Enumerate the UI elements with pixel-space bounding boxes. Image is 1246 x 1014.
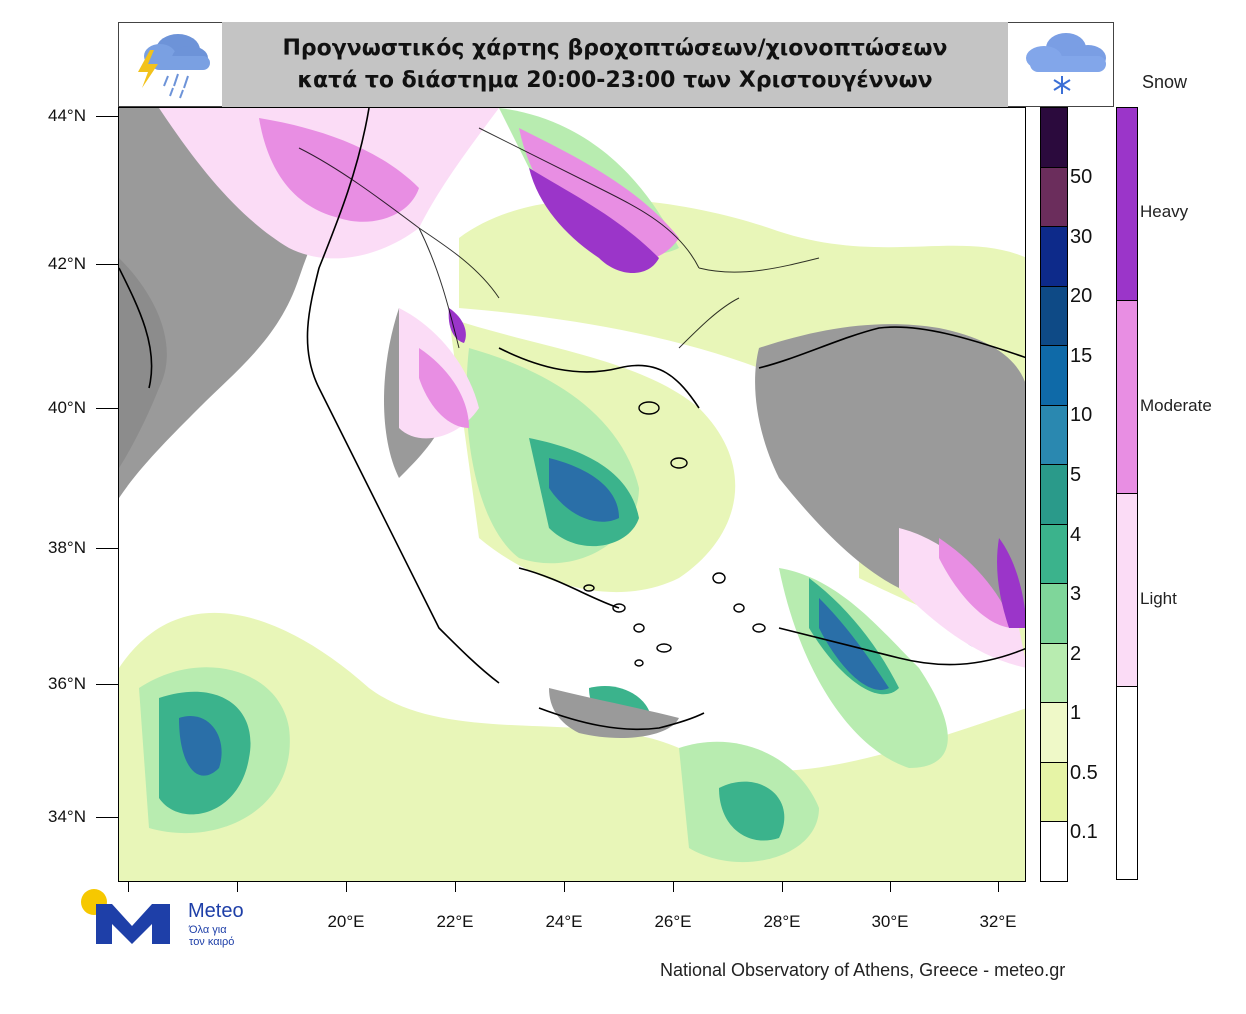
rain-legend-swatch	[1041, 584, 1067, 644]
rain-level-label: 30	[1070, 226, 1093, 248]
map-title: Προγνωστικός χάρτης βροχοπτώσεων/χιονοπτ…	[222, 22, 1008, 107]
rain-level-label: 4	[1070, 524, 1082, 546]
map-frame	[118, 107, 1026, 882]
rain-legend-swatch	[1041, 762, 1067, 823]
logo-tagline-2: τον καιρό	[189, 936, 235, 948]
snow-legend-swatch	[1117, 687, 1137, 879]
lat-tick	[96, 264, 118, 265]
lat-tick	[96, 548, 118, 549]
lat-tick	[96, 116, 118, 117]
lat-label-44: 44°N	[48, 106, 86, 125]
lon-label-30: 30°E	[871, 912, 909, 931]
title-line-2: κατά το διάστημα 20:00-23:00 των Χριστου…	[297, 67, 933, 93]
lat-label-42: 42°N	[48, 254, 86, 273]
lat-tick	[96, 684, 118, 685]
coastlines	[119, 108, 1025, 731]
lon-tick	[237, 882, 238, 892]
snow-legend-swatch	[1117, 108, 1137, 301]
snow-heavy-fields	[448, 168, 1025, 628]
footer-credit: National Observatory of Athens, Greece -…	[660, 960, 1066, 980]
rain-level-label: 2	[1070, 643, 1082, 665]
lon-tick	[673, 882, 674, 892]
lon-label-32: 32°E	[979, 912, 1017, 931]
lon-label-26: 26°E	[654, 912, 692, 931]
lon-label-28: 28°E	[763, 912, 801, 931]
precipitation-map	[119, 108, 1025, 881]
rain-legend-swatch	[1041, 643, 1067, 704]
lon-label-24: 24°E	[545, 912, 583, 931]
logo-name: Meteo	[188, 900, 244, 922]
lat-label-34: 34°N	[48, 807, 86, 826]
rain-level-label: 20	[1070, 285, 1093, 307]
lon-tick	[346, 882, 347, 892]
rain-legend-swatch	[1041, 524, 1067, 585]
rain-level-label: 1	[1070, 702, 1082, 724]
rain-legend-bar	[1040, 107, 1068, 882]
snow-legend-bar	[1116, 107, 1138, 880]
rain-level-label: 5	[1070, 464, 1082, 486]
snow-level-heavy: Heavy	[1140, 202, 1189, 221]
meteo-logo-icon	[81, 889, 170, 944]
snow-moderate-fields	[259, 118, 1014, 628]
rain-legend-swatch	[1041, 227, 1067, 287]
rain-legend-swatch	[1041, 286, 1067, 347]
lon-tick	[998, 882, 999, 892]
lon-tick	[564, 882, 565, 892]
lon-tick	[782, 882, 783, 892]
rain-level-label: 3	[1070, 583, 1082, 605]
snow-cloud-icon	[1026, 33, 1106, 94]
lat-tick	[96, 408, 118, 409]
snow-level-light: Light	[1140, 589, 1177, 608]
lat-label-36: 36°N	[48, 674, 86, 693]
lat-label-38: 38°N	[48, 538, 86, 557]
logo-tagline-1: Όλα για	[189, 924, 227, 936]
islands	[583, 401, 766, 667]
rain-legend-swatch	[1041, 108, 1067, 168]
rain-level-label: 50	[1070, 166, 1093, 188]
lon-tick	[890, 882, 891, 892]
lon-tick	[455, 882, 456, 892]
rain-legend-swatch	[1041, 346, 1067, 406]
lon-label-20: 20°E	[327, 912, 365, 931]
rain-legend-swatch	[1041, 465, 1067, 525]
rain-level-label: 0.1	[1070, 821, 1098, 843]
thunder-rain-icon	[138, 34, 210, 99]
snow-legend-swatch	[1117, 494, 1137, 687]
rain-level-label: 10	[1070, 404, 1093, 426]
snow-legend-title: Snow	[1142, 72, 1188, 92]
rain-legend-swatch	[1041, 822, 1067, 881]
rain-level-label: 0.5	[1070, 762, 1098, 784]
title-line-1: Προγνωστικός χάρτης βροχοπτώσεων/χιονοπτ…	[282, 35, 948, 61]
rain-legend-swatch	[1041, 405, 1067, 466]
lon-label-22: 22°E	[436, 912, 474, 931]
rain-legend-swatch	[1041, 703, 1067, 763]
snow-level-moderate: Moderate	[1140, 396, 1212, 415]
lat-tick	[96, 817, 118, 818]
borders	[298, 127, 820, 349]
snow-legend-swatch	[1117, 301, 1137, 494]
rain-legend-swatch	[1041, 167, 1067, 228]
lat-label-40: 40°N	[48, 398, 86, 417]
lon-tick	[128, 882, 129, 892]
logo-tagline: Όλα για τον καιρό	[189, 924, 234, 948]
rain-level-label: 15	[1070, 345, 1093, 367]
